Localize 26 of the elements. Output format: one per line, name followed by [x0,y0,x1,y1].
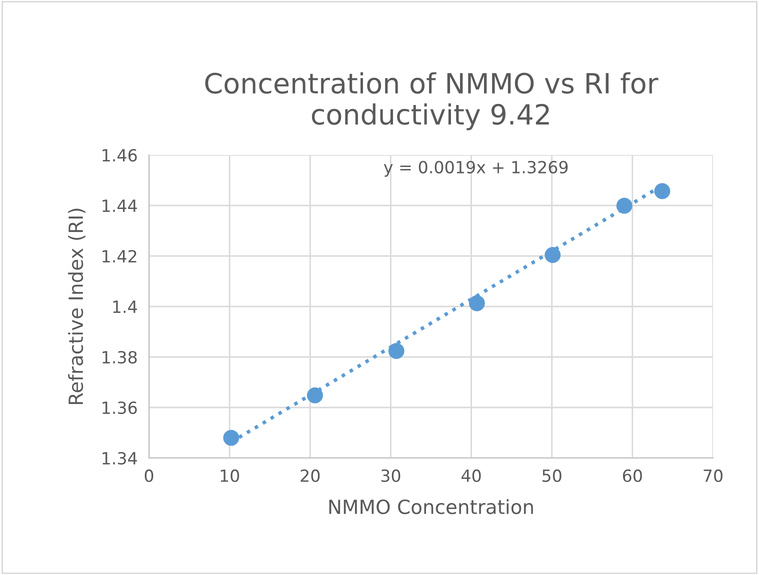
y-tick-label: 1.42 [102,250,136,262]
y-tick-label: 1.36 [102,401,137,414]
x-tick-label: 70 [704,469,722,482]
point [654,183,670,200]
x-tick-label: 30 [381,469,400,482]
y-tick-label: 1.34 [102,452,137,465]
x-axis-title: NMMO Concentration [329,499,533,514]
y-tick-label: 1.38 [102,350,137,364]
y-tick-label: 1.4 [113,300,137,313]
point [468,295,485,312]
x-tick-label: 60 [622,469,642,482]
x-tick-label: 20 [300,469,320,482]
point [223,430,240,446]
y-tick-label: 1.46 [102,148,137,162]
y-tick-label: 1.44 [102,200,137,212]
annotation: y = 0.0019x + 1.3269 [384,160,568,177]
x-tick-label: 0 [144,469,154,482]
point [388,342,404,359]
chart-title: Concentration of NMMO vs RI for conductivity 9.42 [205,72,658,130]
y-axis-title: Refractive Index (RI) [68,208,86,404]
point [307,387,323,404]
point [544,247,561,263]
x-tick-label: 10 [220,469,240,482]
point [616,198,632,214]
x-tick-label: 50 [542,469,562,482]
x-tick-label: 40 [461,469,481,482]
